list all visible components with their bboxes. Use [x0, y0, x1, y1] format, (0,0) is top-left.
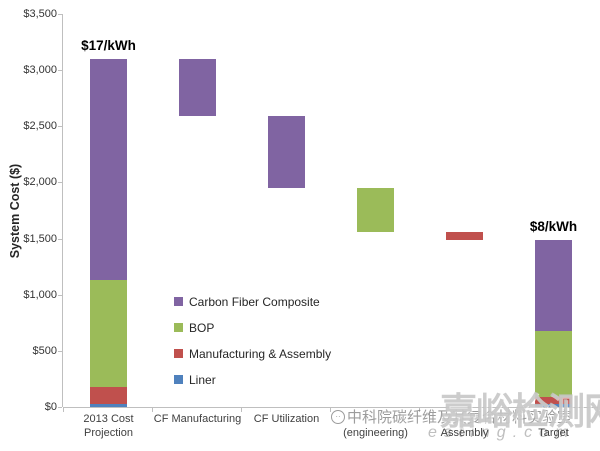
x-category-label-line: Projection: [84, 427, 133, 439]
x-axis-line: [63, 407, 598, 408]
x-category-label: Target: [509, 412, 598, 440]
x-category-label: 2013 Cost Projection: [64, 412, 153, 440]
y-tick-label: $2,000: [23, 176, 57, 189]
x-category-label: (engineering): [331, 412, 420, 440]
watermark-url-text: esting.com: [428, 424, 576, 441]
legend-label: Liner: [189, 372, 216, 387]
legend-item: Carbon Fiber Composite: [174, 294, 331, 309]
legend-label: BOP: [189, 320, 215, 335]
x-category-label-line: 2013 Cost: [83, 413, 134, 425]
watermark-lab-text: 中科院碳纤维及其复合材料实验室: [347, 409, 573, 426]
y-tick-label: $1,000: [23, 288, 57, 301]
bar-segment-liner: [90, 403, 127, 407]
y-tick-label: $1,500: [23, 232, 57, 245]
x-tick-mark: [152, 408, 153, 412]
x-category-label-line: CF Manufacturing: [153, 413, 242, 425]
watermark-site-name: 嘉峪检测网: [440, 391, 600, 432]
x-category-label-line: Assembly: [440, 427, 489, 439]
bar-segment-carbon-fiber-composite: [179, 58, 216, 117]
y-tick-mark: [58, 238, 62, 240]
bar-segment-carbon-fiber-composite: [535, 239, 572, 331]
y-tick-mark: [58, 407, 62, 408]
bar-segment-carbon-fiber-composite: [90, 58, 127, 281]
y-tick-mark: [58, 294, 62, 296]
y-tick-label: $3,500: [23, 8, 57, 20]
watermark-logo-icon: ··: [331, 409, 345, 424]
x-category-label: Assembly: [420, 412, 509, 440]
y-axis-title: System Cost ($): [8, 163, 22, 259]
bar-segment-bop: [90, 280, 127, 387]
y-tick-label: $3,000: [23, 64, 57, 77]
legend: Carbon Fiber Composite BOP Manufacturing &…: [174, 294, 332, 387]
x-category-label-line: Target: [538, 427, 569, 439]
x-tick-mark: [419, 408, 420, 412]
legend-swatch-icon: [174, 297, 183, 306]
x-tick-mark: [597, 408, 598, 412]
legend-swatch-icon: [174, 375, 183, 384]
y-tick-mark: [58, 126, 62, 128]
x-category-label: CF Utilization: [242, 412, 331, 426]
y-tick-label: $2,500: [23, 120, 57, 133]
bar-annotation: $17/kWh: [81, 37, 136, 53]
bar-annotation: $8/kWh: [529, 218, 578, 234]
bar-segment-carbon-fiber-composite: [268, 116, 305, 189]
x-tick-mark: [508, 408, 509, 412]
x-tick-mark: [241, 408, 242, 412]
y-tick-label: $0: [44, 401, 57, 413]
legend-item: Manufacturing & Assembly: [174, 346, 332, 361]
legend-swatch-icon: [174, 349, 183, 358]
x-category-label-line: CF Utilization: [253, 413, 320, 425]
legend-item: BOP: [174, 320, 331, 335]
y-tick-mark: [58, 350, 62, 352]
legend-swatch-icon: [174, 323, 183, 332]
x-category-label: CF Manufacturing: [153, 412, 242, 426]
bar-segment-manufacturing-assembly: [535, 396, 572, 404]
bar-segment-manufacturing-assembly: [90, 386, 127, 404]
bar-segment-liner: [535, 403, 572, 407]
x-category-label-line: (engineering): [343, 427, 408, 439]
watermark-lab-line: ·· 中科院碳纤维及其复合材料实验室: [331, 406, 572, 427]
y-tick-mark: [58, 14, 62, 15]
x-tick-mark: [63, 408, 64, 412]
y-tick-mark: [58, 70, 62, 72]
bar-segment-bop: [357, 188, 394, 232]
y-tick-label: $500: [32, 344, 57, 357]
x-tick-mark: [330, 408, 331, 412]
bar-segment-bop: [535, 330, 572, 397]
legend-label: Manufacturing & Assembly: [189, 346, 332, 361]
y-tick-mark: [58, 182, 62, 184]
legend-item: Liner: [174, 372, 331, 387]
y-axis-line: [62, 14, 63, 407]
legend-label: Carbon Fiber Composite: [189, 294, 320, 309]
bar-segment-manufacturing-assembly: [446, 231, 483, 240]
